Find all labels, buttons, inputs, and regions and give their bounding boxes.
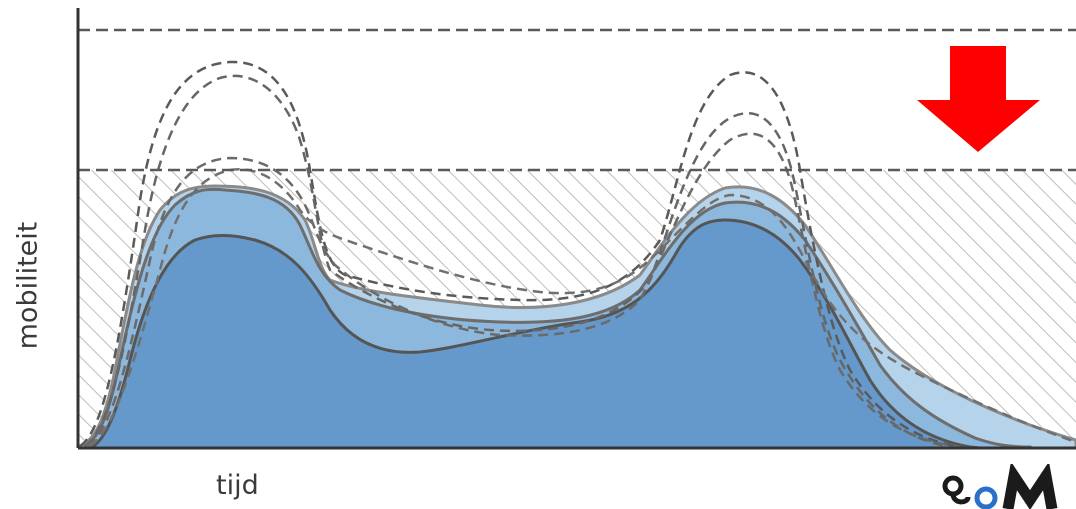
down-arrow-icon	[917, 46, 1040, 152]
dashed-curve-4	[89, 167, 1076, 448]
dashed-curve-1	[79, 60, 961, 448]
y-axis-label: mobiliteit	[8, 180, 48, 390]
y-axis-label-text: mobiliteit	[12, 221, 44, 349]
x-axis-label: tijd	[216, 470, 259, 501]
dashed-curve-3	[87, 132, 961, 448]
brand-logo-icon	[940, 464, 1076, 509]
dashed-curve-2	[84, 74, 951, 448]
